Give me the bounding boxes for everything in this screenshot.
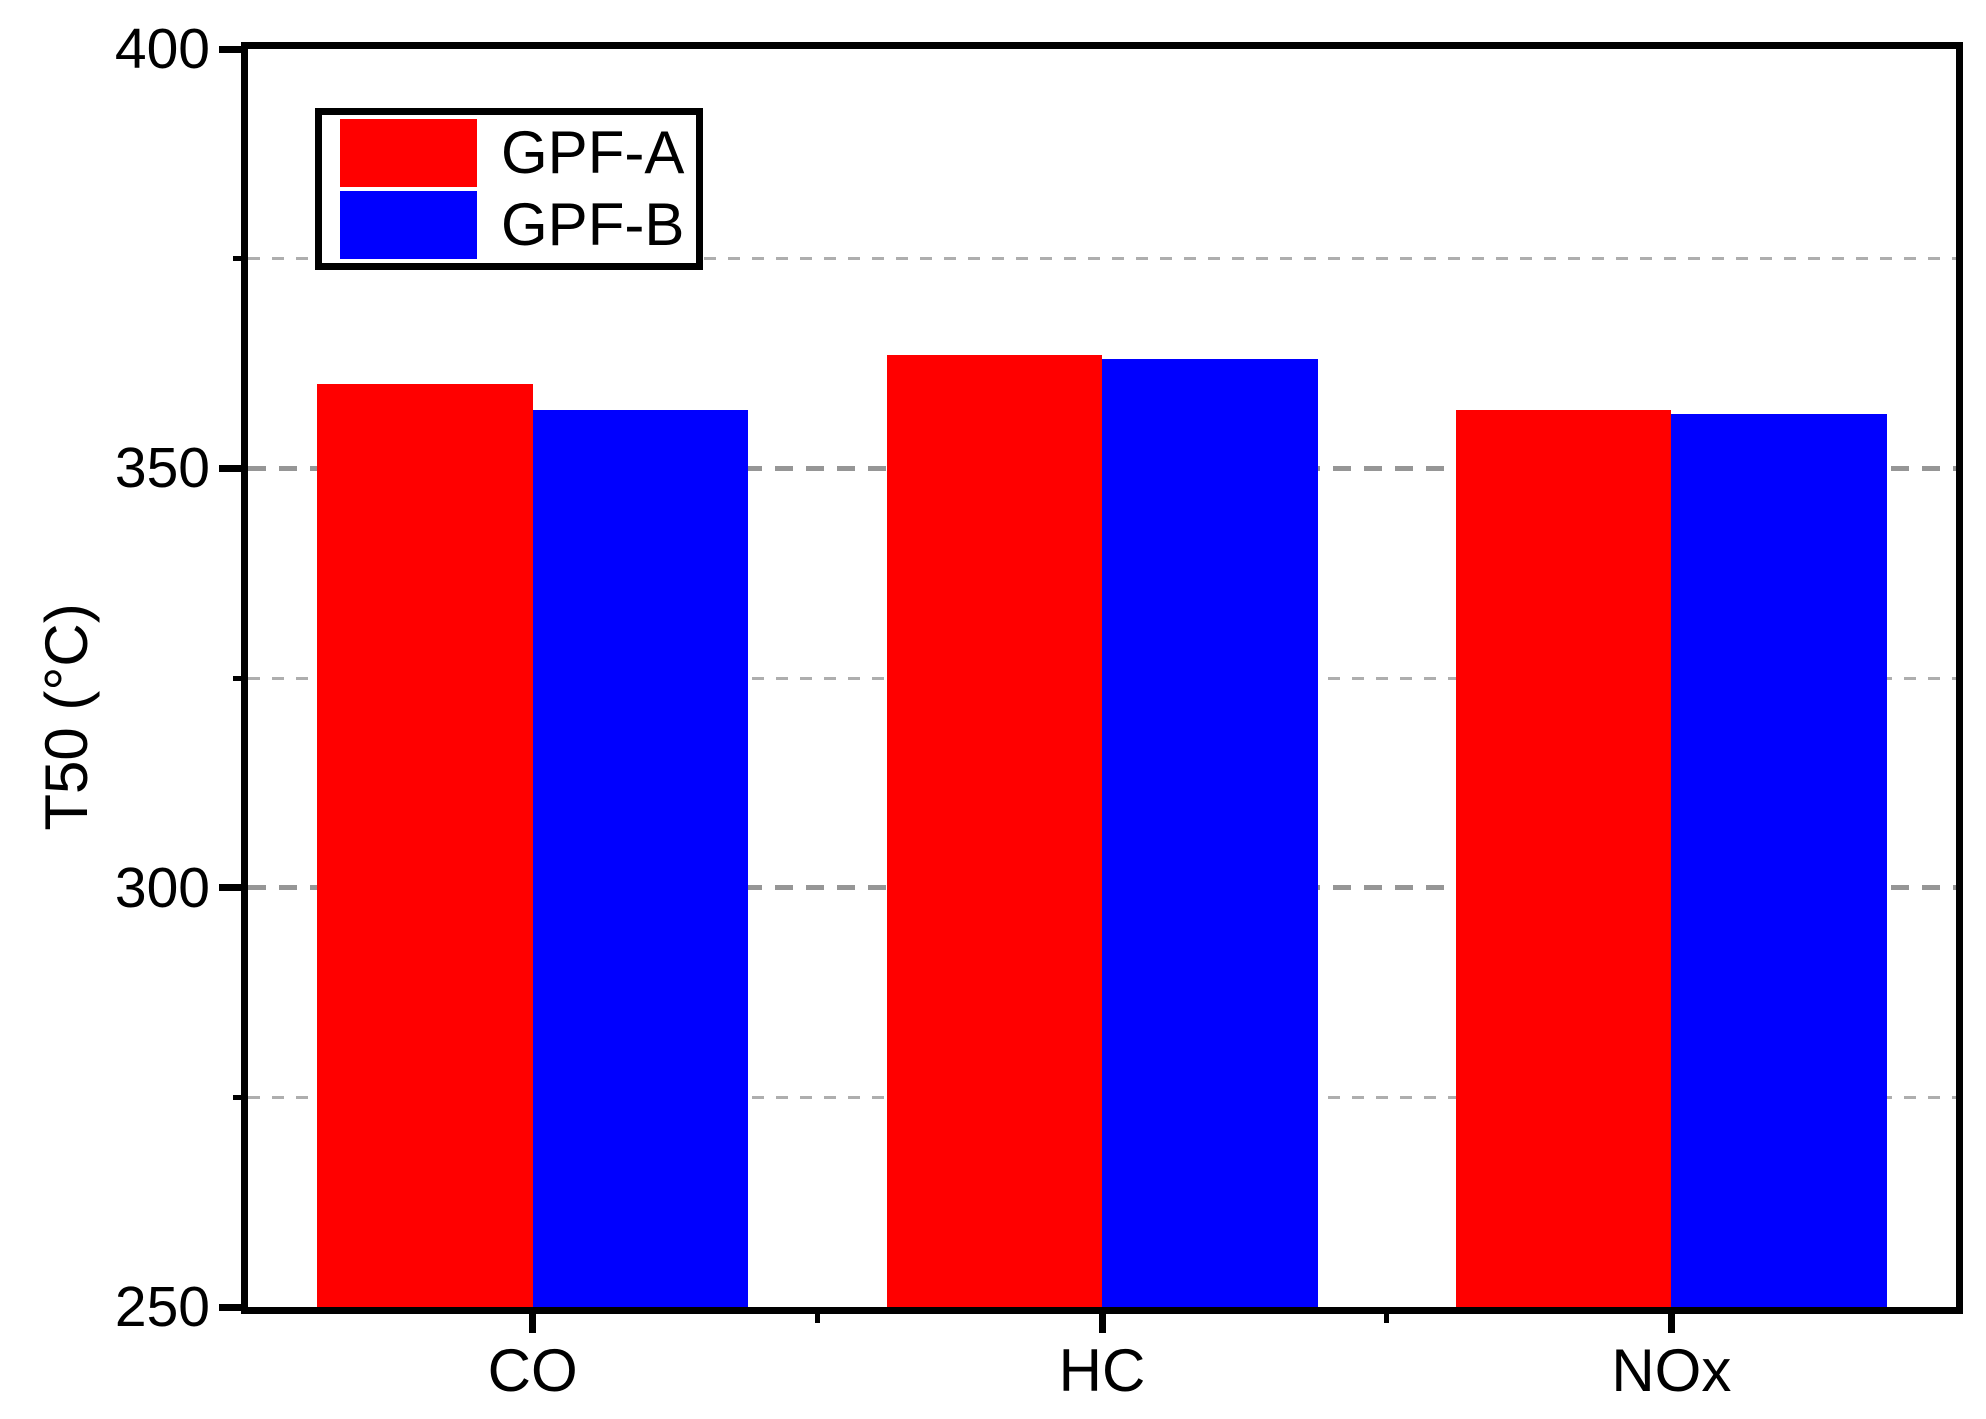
legend-label-gpf-a: GPF-A [501,119,685,186]
y-minor-tick-375 [233,256,248,262]
x-tick-label-nox: NOx [1611,1337,1732,1404]
y-major-tick-400 [219,45,248,53]
y-major-tick-300 [219,884,248,892]
y-tick-label-250: 250 [114,1275,210,1339]
y-minor-tick-275 [233,1094,248,1100]
y-tick-label-400: 400 [114,17,210,81]
bar-gpf-a-co [317,384,533,1307]
x-minor-tick-1 [1384,1310,1390,1323]
y-tick-label-350: 350 [114,436,210,501]
gridline-minor-375 [248,257,1956,261]
legend-swatch-gpf-b [340,191,477,259]
legend: GPF-A GPF-B [315,108,703,270]
legend-label-gpf-b: GPF-B [501,191,685,258]
legend-swatch-gpf-a [340,119,477,187]
legend-item-gpf-a: GPF-A [340,119,696,187]
legend-item-gpf-b: GPF-B [340,191,696,259]
x-tick-label-hc: HC [1058,1337,1146,1404]
x-major-tick-co [529,1310,537,1333]
y-major-tick-350 [219,464,248,472]
bar-gpf-b-co [532,409,749,1307]
x-tick-label-co: CO [487,1337,578,1404]
bar-gpf-b-hc [1102,359,1318,1307]
y-axis-title: T50 (°C) [33,603,100,831]
x-major-tick-nox [1667,1310,1675,1333]
x-minor-tick-0 [814,1310,820,1323]
bar-gpf-a-hc [886,355,1102,1307]
x-major-tick-hc [1098,1310,1106,1333]
y-tick-label-300: 300 [114,855,210,920]
bar-gpf-a-nox [1455,409,1672,1307]
y-minor-tick-325 [233,675,248,681]
y-major-tick-250 [219,1303,248,1311]
bar-gpf-b-nox [1671,413,1887,1307]
